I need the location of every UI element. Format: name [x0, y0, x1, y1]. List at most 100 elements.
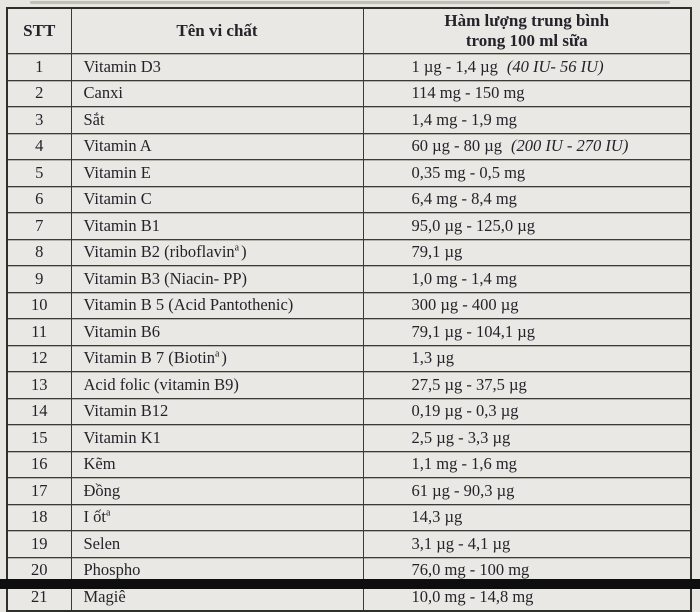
micronutrient-name-cell: Vitamin B3 (Niacin- PP) — [70, 265, 364, 293]
row-number-cell: 6 — [6, 185, 72, 213]
amount-cell: 6,4 mg - 8,4 mg — [362, 185, 692, 213]
micronutrient-name-cell: Vitamin B12 — [70, 397, 364, 425]
amount-cell: 27,5 µg - 37,5 µg — [362, 371, 692, 399]
row-number-cell: 16 — [6, 450, 72, 478]
row-number: 21 — [31, 586, 48, 606]
amount-cell: 0,19 µg - 0,3 µg — [362, 397, 692, 425]
row-number: 1 — [35, 56, 44, 76]
micronutrient-name: Vitamin B6 — [83, 321, 160, 341]
micronutrient-name: Vitamin E — [83, 162, 151, 182]
row-number: 11 — [31, 321, 48, 341]
table-row: 10 Vitamin B 5 (Acid Pantothenic) 300 µg… — [6, 291, 692, 319]
amount-cell: 0,35 mg - 0,5 mg — [362, 159, 692, 187]
amount-cell: 79,1 µg — [362, 238, 692, 266]
micronutrient-name-cell: Vitamin B 5 (Acid Pantothenic) — [70, 291, 364, 319]
row-number-cell: 18 — [6, 503, 72, 531]
amount-cell: 300 µg - 400 µg — [362, 291, 692, 319]
micronutrient-name: Vitamin B12 — [83, 401, 169, 421]
table-row: 1 Vitamin D3 1 µg - 1,4 µg (40 IU- 56 IU) — [6, 53, 692, 81]
amount-value: 1,1 mg - 1,6 mg — [411, 454, 517, 474]
amount-cell: 1,0 mg - 1,4 mg — [362, 265, 692, 293]
amount-cell: 79,1 µg - 104,1 µg — [362, 318, 692, 346]
row-number: 7 — [35, 215, 44, 235]
micronutrient-name-cell: Vitamin A — [70, 132, 364, 160]
amount-value: 76,0 mg - 100 mg — [411, 560, 530, 580]
micronutrient-name: Vitamin K1 — [83, 427, 161, 447]
row-number: 4 — [35, 136, 44, 156]
footnote-marker: a — [234, 242, 240, 254]
micronutrient-name-cell: Vitamin E — [70, 159, 364, 187]
row-number-cell: 13 — [6, 371, 72, 399]
table-row: 5 Vitamin E 0,35 mg - 0,5 mg — [6, 159, 692, 187]
row-number-cell: 8 — [6, 238, 72, 266]
micronutrient-name: I ốt — [83, 507, 106, 527]
micronutrient-name: Vitamin B1 — [83, 215, 160, 235]
amount-value: 95,0 µg - 125,0 µg — [411, 215, 536, 235]
col-header-amount-line2: trong 100 ml sữa — [465, 31, 588, 50]
row-number-cell: 7 — [6, 212, 72, 240]
col-header-amount: Hàm lượng trung bình trong 100 ml sữa — [362, 7, 692, 54]
micronutrient-name: Sắt — [83, 109, 105, 129]
amount-value: 0,19 µg - 0,3 µg — [411, 401, 519, 421]
amount-value: 6,4 mg - 8,4 mg — [411, 189, 517, 209]
row-number: 17 — [31, 480, 48, 500]
micronutrient-name: Vitamin B 7 (Biotin — [83, 348, 215, 368]
amount-value: 79,1 µg — [411, 242, 463, 262]
amount-cell: 114 mg - 150 mg — [362, 79, 692, 107]
table-row: 18 I ốta 14,3 µg — [6, 503, 692, 531]
row-number: 2 — [35, 83, 44, 103]
amount-value: 60 µg - 80 µg — [411, 136, 503, 156]
row-number-cell: 19 — [6, 530, 72, 558]
table-row: 3 Sắt 1,4 mg - 1,9 mg — [6, 106, 692, 134]
row-number: 15 — [31, 427, 48, 447]
col-header-name: Tên vi chất — [70, 7, 364, 54]
row-number-cell: 2 — [6, 79, 72, 107]
row-number: 18 — [31, 507, 48, 527]
amount-value: 2,5 µg - 3,3 µg — [411, 427, 511, 447]
row-number: 6 — [35, 189, 44, 209]
table-row: 17 Đồng 61 µg - 90,3 µg — [6, 477, 692, 505]
micronutrient-name-cell: Canxi — [70, 79, 364, 107]
row-number: 10 — [31, 295, 48, 315]
micronutrient-name: Vitamin D3 — [83, 56, 161, 76]
row-number-cell: 4 — [6, 132, 72, 160]
row-number: 19 — [31, 533, 48, 553]
row-number: 13 — [31, 374, 48, 394]
table-row: 6 Vitamin C 6,4 mg - 8,4 mg — [6, 185, 692, 213]
table-row: 12 Vitamin B 7 (Biotina) 1,3 µg — [6, 344, 692, 372]
row-number-cell: 9 — [6, 265, 72, 293]
micronutrient-name-cell: Vitamin B2 (riboflavina) — [70, 238, 364, 266]
micronutrient-table: STT Tên vi chất Hàm lượng trung bình tro… — [6, 7, 692, 612]
col-header-stt: STT — [6, 7, 72, 54]
amount-cell: 1,4 mg - 1,9 mg — [362, 106, 692, 134]
row-number: 9 — [35, 268, 44, 288]
micronutrient-name: Vitamin B3 (Niacin- PP) — [83, 268, 248, 288]
amount-value: 0,35 mg - 0,5 mg — [411, 162, 526, 182]
row-number: 8 — [35, 242, 44, 262]
amount-value: 10,0 mg - 14,8 mg — [411, 586, 534, 606]
table-row: 7 Vitamin B1 95,0 µg - 125,0 µg — [6, 212, 692, 240]
scan-top-smudge — [30, 1, 670, 4]
amount-value: 27,5 µg - 37,5 µg — [411, 374, 527, 394]
table-header-row: STT Tên vi chất Hàm lượng trung bình tro… — [6, 7, 692, 54]
micronutrient-name-cell: Vitamin K1 — [70, 424, 364, 452]
micronutrient-name-cell: Kẽm — [70, 450, 364, 478]
amount-cell: 3,1 µg - 4,1 µg — [362, 530, 692, 558]
amount-cell: 2,5 µg - 3,3 µg — [362, 424, 692, 452]
row-number-cell: 10 — [6, 291, 72, 319]
row-number: 14 — [31, 401, 48, 421]
row-number: 5 — [35, 162, 44, 182]
amount-value: 1 µg - 1,4 µg — [411, 56, 498, 76]
table-row: 8 Vitamin B2 (riboflavina) 79,1 µg — [6, 238, 692, 266]
table-row: 19 Selen 3,1 µg - 4,1 µg — [6, 530, 692, 558]
amount-value: 114 mg - 150 mg — [411, 83, 525, 103]
micronutrient-name: Magiê — [83, 586, 126, 606]
micronutrient-name: Kẽm — [83, 454, 116, 474]
micronutrient-name-cell: Vitamin B6 — [70, 318, 364, 346]
row-number: 20 — [31, 560, 48, 580]
amount-cell: 60 µg - 80 µg (200 IU - 270 IU) — [362, 132, 692, 160]
table-row: 11 Vitamin B6 79,1 µg - 104,1 µg — [6, 318, 692, 346]
row-number-cell: 12 — [6, 344, 72, 372]
amount-cell: 1 µg - 1,4 µg (40 IU- 56 IU) — [362, 53, 692, 81]
table-row: 14 Vitamin B12 0,19 µg - 0,3 µg — [6, 397, 692, 425]
